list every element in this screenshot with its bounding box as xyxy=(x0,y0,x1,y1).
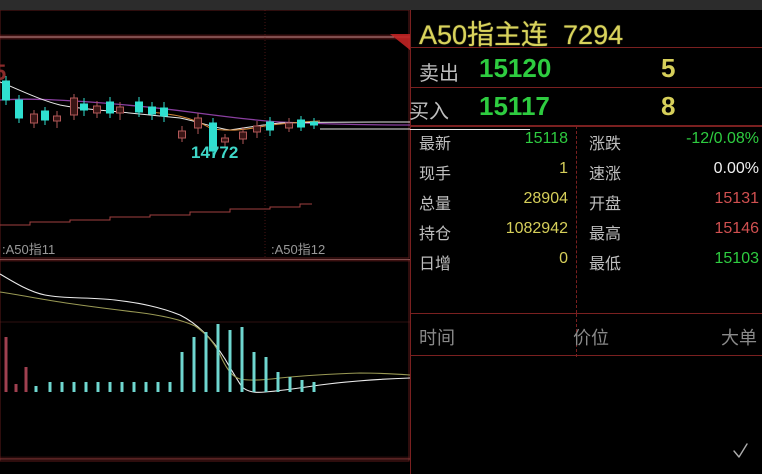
svg-text::A50指12: :A50指12 xyxy=(271,242,325,257)
svg-text:14772: 14772 xyxy=(191,143,238,162)
svg-text::A50指11: :A50指11 xyxy=(2,242,55,257)
svg-text:5: 5 xyxy=(0,60,6,85)
